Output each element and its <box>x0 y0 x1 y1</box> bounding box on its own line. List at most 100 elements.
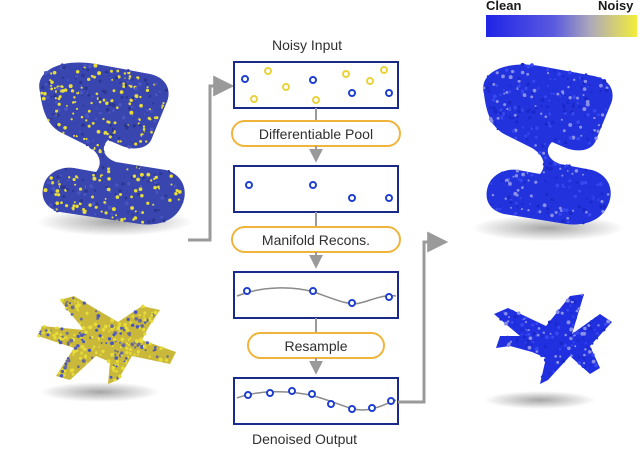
cloud-point <box>134 346 137 349</box>
cloud-point <box>571 111 575 116</box>
cloud-point <box>54 114 57 117</box>
cloud-point <box>504 312 508 316</box>
cloud-point <box>153 177 156 181</box>
pooled-points-box <box>233 165 399 213</box>
cloud-point <box>554 342 558 346</box>
cloud-point <box>42 331 45 335</box>
cloud-point <box>512 68 516 71</box>
cloud-point <box>595 336 599 340</box>
cloud-point <box>110 212 114 216</box>
cloud-point <box>574 115 578 119</box>
cloud-point <box>584 168 588 172</box>
cloud-point <box>572 315 575 318</box>
cloud-point <box>111 344 114 348</box>
cloud-point <box>70 305 75 310</box>
cloud-point <box>55 109 58 113</box>
cloud-point <box>158 87 163 92</box>
cloud-point <box>141 220 145 224</box>
cloud-point <box>70 313 74 316</box>
cloud-point <box>72 204 76 208</box>
cloud-point <box>516 311 521 315</box>
cloud-point <box>580 76 584 80</box>
cloud-point <box>65 336 68 339</box>
cloud-point <box>526 65 531 69</box>
cloud-point <box>152 102 155 105</box>
cloud-point <box>587 212 592 217</box>
cloud-point <box>143 311 147 315</box>
cloud-point <box>142 344 147 349</box>
cloud-point <box>533 198 538 203</box>
cloud-point <box>577 361 582 365</box>
cloud-point <box>602 204 606 208</box>
cloud-point <box>75 77 78 80</box>
cloud-point <box>517 109 522 114</box>
cloud-point <box>57 86 61 91</box>
cloud-point <box>118 189 122 193</box>
cloud-point <box>138 326 142 330</box>
cloud-point <box>75 204 79 209</box>
cloud-point <box>134 317 139 321</box>
cloud-point <box>521 202 524 205</box>
cloud-point <box>76 344 80 348</box>
cloud-point <box>76 90 79 93</box>
noisy-input-label: Noisy Input <box>272 37 343 53</box>
cloud-point <box>120 337 125 342</box>
cloud-point <box>160 215 163 219</box>
cloud-point <box>114 97 117 100</box>
cloud-point <box>561 219 566 224</box>
cloud-point <box>89 177 92 180</box>
cloud-point <box>78 130 81 133</box>
cloud-point <box>520 333 523 336</box>
cloud-point <box>495 105 499 110</box>
cloud-point <box>555 183 560 188</box>
cloud-point <box>507 100 512 105</box>
cloud-point <box>515 204 519 208</box>
cloud-point <box>576 136 581 141</box>
clean-point <box>309 76 317 84</box>
cloud-point <box>529 194 533 198</box>
cloud-point <box>84 189 88 194</box>
cloud-point <box>79 90 84 95</box>
cloud-point <box>121 91 123 94</box>
cloud-point <box>98 109 102 113</box>
cloud-point <box>155 355 159 359</box>
cloud-point <box>584 139 588 143</box>
cloud-point <box>147 220 151 224</box>
cloud-point <box>138 93 142 97</box>
cloud-point <box>120 212 125 216</box>
cloud-point <box>94 351 98 355</box>
cloud-point <box>585 99 590 104</box>
cloud-point <box>66 358 71 363</box>
denoised-chair <box>472 62 624 241</box>
cloud-point <box>120 366 125 370</box>
cloud-point <box>141 327 146 332</box>
cloud-point <box>132 124 136 128</box>
cloud-point <box>136 212 139 215</box>
cloud-point <box>88 325 93 329</box>
cloud-point <box>58 340 63 345</box>
cloud-point <box>109 107 112 110</box>
cloud-point <box>575 331 580 335</box>
cloud-point <box>73 96 76 99</box>
cloud-point <box>86 68 90 72</box>
cloud-point <box>43 325 46 328</box>
cloud-point <box>43 188 48 193</box>
cloud-point <box>102 98 106 102</box>
cloud-point <box>98 97 102 101</box>
cloud-point <box>561 208 566 212</box>
cloud-point <box>69 338 74 343</box>
cloud-point <box>58 177 62 181</box>
cloud-point <box>540 67 544 71</box>
cloud-point <box>59 333 63 337</box>
cloud-point <box>551 345 554 349</box>
cloud-point <box>98 345 101 348</box>
cloud-point <box>586 366 589 369</box>
cloud-point <box>597 77 602 82</box>
cloud-point <box>597 324 600 327</box>
cloud-point <box>139 172 144 177</box>
cloud-point <box>510 206 513 209</box>
cloud-point <box>109 124 112 127</box>
chair-clean-points <box>482 62 610 225</box>
noisy-point <box>342 70 350 78</box>
clean-point <box>266 389 274 397</box>
